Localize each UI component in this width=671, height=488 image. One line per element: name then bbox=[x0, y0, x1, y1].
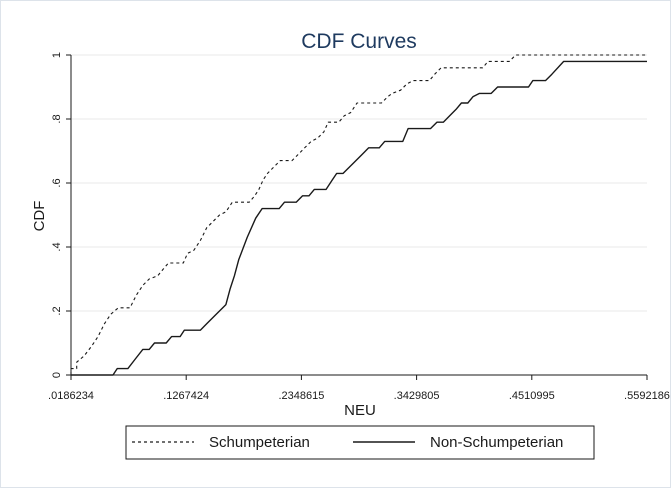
y-tick-label: .8 bbox=[51, 114, 63, 123]
y-tick-label: 0 bbox=[51, 372, 63, 378]
legend: Schumpeterian Non-Schumpeterian bbox=[125, 425, 595, 460]
y-tick-label: .6 bbox=[51, 178, 63, 187]
x-axis-title: NEU bbox=[344, 402, 376, 419]
x-tick-label: .4510995 bbox=[509, 390, 555, 402]
x-tick-label: .1267424 bbox=[163, 390, 209, 402]
y-tick-label: 1 bbox=[51, 52, 63, 58]
x-tick-label: .0186234 bbox=[48, 390, 94, 402]
gridlines bbox=[71, 54, 647, 312]
chart-title: CDF Curves bbox=[301, 30, 417, 53]
x-tick-label: .5592186 bbox=[624, 390, 670, 402]
series-lines bbox=[70, 54, 647, 376]
legend-label-schumpeterian: Schumpeterian bbox=[209, 434, 310, 451]
x-tick-label: .2348615 bbox=[278, 390, 324, 402]
series-line-non-schumpeterian bbox=[71, 60, 647, 376]
legend-label-non-schumpeterian: Non-Schumpeterian bbox=[430, 434, 563, 451]
x-tick-label: .3429805 bbox=[394, 390, 440, 402]
y-axis-title: CDF bbox=[31, 201, 48, 232]
y-tick-label: .4 bbox=[51, 242, 63, 251]
series-line-schumpeterian bbox=[70, 54, 647, 375]
ticks: 0 .2 .4 .6 .8 1 .0186234 .1267424 .2348615 .34298… bbox=[48, 52, 670, 402]
axes bbox=[70, 55, 647, 376]
y-tick-label: .2 bbox=[51, 306, 63, 315]
